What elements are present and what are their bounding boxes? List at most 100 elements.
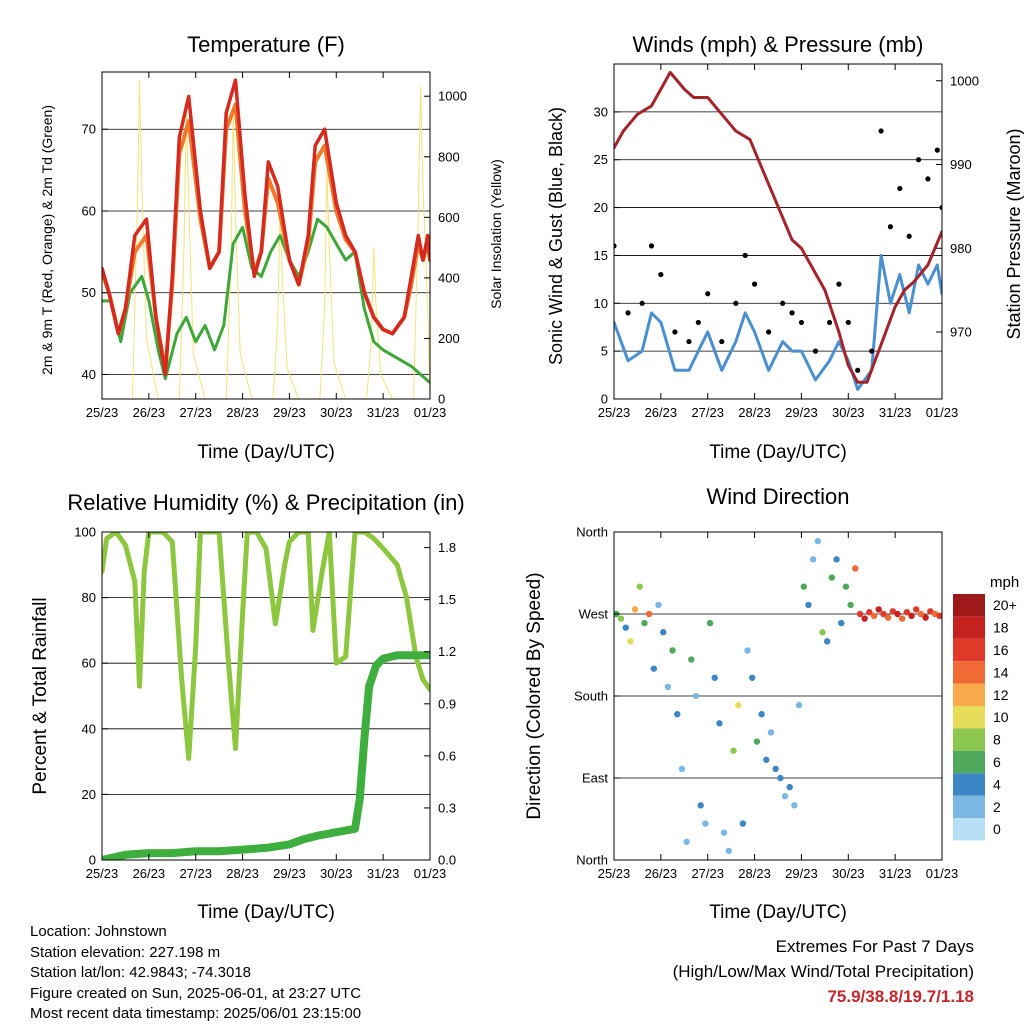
extremes-box: Extremes For Past 7 Days (High/Low/Max W… [673, 934, 974, 1009]
gust-point [672, 329, 678, 335]
colorbar-swatch [953, 661, 985, 684]
direction-point [814, 537, 822, 545]
direction-point [889, 608, 896, 615]
direction-point [749, 674, 756, 681]
x-tick-label: 26/23 [133, 405, 166, 420]
colorbar-label: 10 [993, 709, 1009, 725]
temperature-panel: Temperature (F) 2m & 9m T (Red, Orange) … [39, 32, 504, 463]
direction-point [927, 608, 934, 615]
direction-point [908, 612, 915, 620]
direction-point [711, 674, 718, 681]
gust-point [897, 185, 903, 192]
gust-point [812, 348, 819, 354]
gust-point [887, 224, 894, 230]
direction-point [655, 601, 662, 609]
colorbar-label: 4 [993, 776, 1001, 792]
y-tick-label: 80 [82, 590, 96, 605]
direction-point [861, 615, 868, 622]
x-tick-label: 27/23 [179, 866, 212, 881]
gust-point [648, 243, 655, 249]
gust-point [719, 338, 725, 345]
y2-tick-label: 0.3 [438, 800, 456, 815]
gust-point [658, 271, 664, 278]
direction-point [622, 624, 629, 631]
direction-point [744, 647, 751, 654]
direction-point [763, 756, 770, 763]
y2-tick-label: 0.6 [438, 748, 456, 763]
x-tick-label: 27/23 [691, 405, 724, 420]
y-tick-label: 15 [594, 248, 608, 263]
station-info: Location: Johnstown Station elevation: 2… [30, 922, 361, 1025]
direction-point [753, 738, 761, 745]
colorbar-swatch [953, 683, 985, 706]
direction-point [734, 701, 742, 709]
x-tick-label: 28/23 [738, 866, 771, 881]
direction-point [697, 802, 704, 809]
plot-frame [101, 71, 431, 400]
winds-ylabel-left: Sonic Wind & Gust (Blue, Black) [546, 107, 566, 365]
x-tick-label: 01/23 [926, 405, 959, 420]
x-tick-label: 01/23 [414, 405, 447, 420]
y-tick-label: 60 [82, 656, 96, 671]
winds-plot: 25/23 26/23 27/23 28/23 29/23 30/23 31/23 01/23… [594, 63, 979, 420]
colorbar-swatch [953, 638, 985, 662]
y-tick-label: 70 [82, 122, 96, 137]
data-layer [102, 532, 430, 860]
direction-point [683, 838, 690, 845]
gust-point [798, 319, 805, 326]
precip-line [102, 651, 430, 860]
direction-point [688, 656, 695, 663]
direction-point [669, 647, 676, 654]
direction-point [884, 614, 892, 621]
direction-point [767, 729, 775, 736]
pressure-line [614, 70, 942, 384]
gust-point [934, 147, 940, 153]
direction-point [913, 606, 920, 613]
colorbar-label: 12 [993, 687, 1009, 703]
gust-point [625, 310, 631, 316]
direction-point [805, 601, 812, 609]
extremes-subheading: (High/Low/Max Wind/Total Precipitation) [672, 962, 974, 981]
direction-point [838, 619, 845, 627]
direction-point [631, 606, 639, 613]
direction-point [917, 610, 925, 618]
x-tick-label: 27/23 [179, 405, 212, 420]
gust-point [855, 367, 861, 373]
x-tick-label: 25/23 [598, 405, 631, 420]
winds-xlabel: Time (Day/UTC) [709, 442, 847, 463]
direction-point [824, 638, 831, 645]
colorbar-label: 8 [993, 732, 1001, 748]
colorbar-swatch [953, 750, 985, 774]
y2-tick-label: 200 [438, 331, 460, 346]
direction-xlabel: Time (Day/UTC) [709, 902, 847, 923]
temperature-ylabel-right: Solar Insolation (Yellow) [488, 159, 504, 309]
colorbar-label: 14 [993, 664, 1009, 680]
colorbar-unit: mph [990, 574, 1019, 591]
direction-point [650, 665, 658, 672]
9m-t-line [102, 102, 430, 373]
x-tick-label: 27/23 [691, 866, 724, 881]
x-tick-label: 26/23 [133, 866, 166, 881]
x-tick-label: 26/23 [645, 405, 678, 420]
y-tick-label: 60 [82, 203, 96, 218]
direction-point [641, 619, 648, 627]
y-tick-label: 20 [594, 200, 608, 215]
humidity-title: Relative Humidity (%) & Precipitation (i… [67, 490, 464, 515]
colorbar-swatch [953, 594, 985, 617]
x-tick-label: 26/23 [645, 866, 678, 881]
extremes-heading: Extremes For Past 7 Days [775, 937, 974, 956]
direction-point [795, 701, 803, 709]
direction-point [777, 774, 784, 782]
x-tick-label: 30/23 [832, 405, 865, 420]
direction-point [828, 574, 836, 581]
2m-t-line [102, 78, 430, 377]
gust-point [878, 128, 884, 134]
y-tick-label: North [576, 853, 608, 868]
direction-point [627, 638, 634, 645]
x-tick-label: 28/23 [226, 405, 259, 420]
y2-tick-label: 0.9 [438, 696, 456, 711]
x-tick-label: 31/23 [367, 866, 400, 881]
direction-point [730, 747, 737, 754]
extremes-values: 75.9/38.8/19.7/1.18 [827, 987, 974, 1006]
